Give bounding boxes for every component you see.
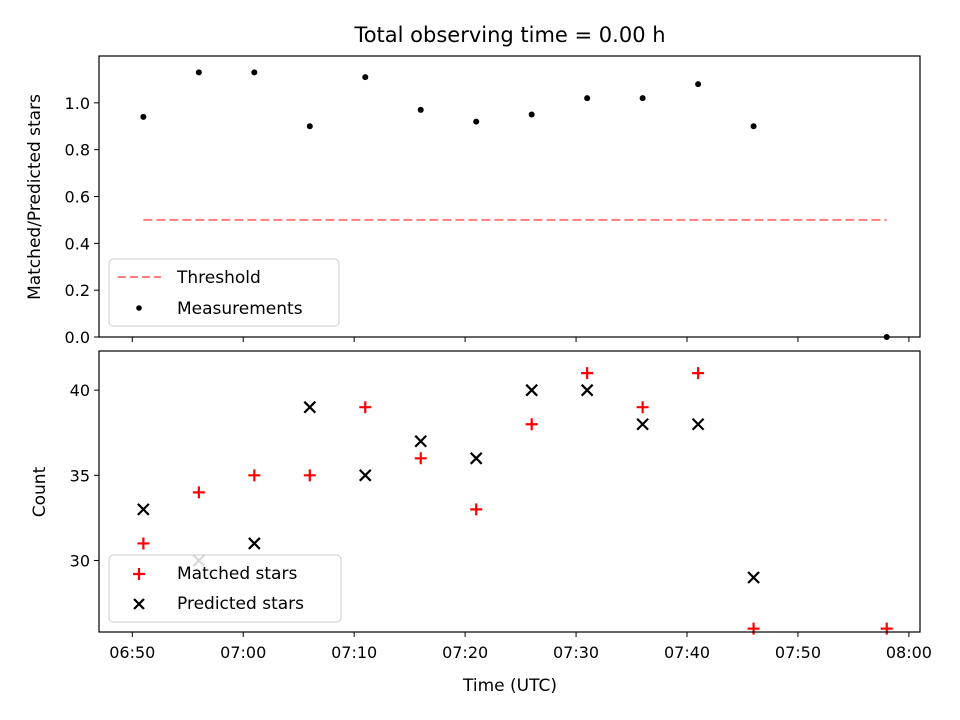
bottom-legend: Matched stars Predicted stars: [108, 554, 342, 623]
measurement-point: [584, 95, 591, 102]
bottom-panel: 30 35 40 06:50 07:00 07:10 07:20 07:30 07:40 07:…: [30, 350, 932, 696]
y-tick-label: 0.8: [65, 141, 90, 160]
predicted-star-point: [525, 383, 538, 397]
matched-star-point: [192, 486, 205, 499]
x-tick-label: 07:00: [220, 643, 266, 662]
matched-star-point: [359, 401, 372, 414]
x-tick-label: 08:00: [886, 643, 932, 662]
predicted-star-point: [137, 503, 150, 516]
measurement-point: [528, 111, 535, 118]
y-tick-label: 0.0: [65, 328, 90, 347]
matched-star-point: [248, 469, 261, 482]
matched-star-point: [137, 537, 150, 550]
predicted-star-point: [691, 417, 705, 431]
bottom-y-ticks: 30 35 40: [70, 381, 99, 570]
x-tick-label: 07:50: [775, 643, 821, 662]
predicted-star-point: [248, 537, 261, 550]
y-tick-label: 35: [70, 466, 90, 485]
matched-star-point: [525, 418, 538, 431]
legend-label-measurements: Measurements: [177, 299, 303, 319]
predicted-star-point: [303, 400, 317, 414]
bottom-legend-box: [108, 554, 342, 623]
x-tick-label: 07:30: [553, 643, 599, 662]
chart-title: Total observing time = 0.00 h: [353, 23, 665, 47]
y-tick-label: 0.2: [65, 281, 90, 300]
measurement-point: [195, 69, 202, 76]
y-tick-label: 40: [70, 381, 90, 400]
matched-star-point: [303, 469, 316, 482]
matched-star-point: [636, 401, 649, 414]
predicted-star-point: [747, 571, 760, 584]
top-marks: [140, 69, 890, 340]
bottom-x-ticks: 06:50 07:00 07:10 07:20 07:30 07:40 07:50 08:00: [109, 632, 932, 662]
x-axis-label: Time (UTC): [462, 676, 557, 696]
top-y-ticks: 0.0 0.2 0.4 0.6 0.8 1.0: [65, 94, 99, 347]
measurement-point: [362, 74, 369, 81]
measurement-point: [750, 123, 757, 130]
matched-star-point: [470, 503, 483, 516]
predicted-star-point: [636, 417, 649, 431]
measurement-point: [639, 95, 646, 102]
legend-label-threshold: Threshold: [176, 268, 261, 288]
measurement-point: [417, 106, 424, 113]
top-axes-frame: [98, 55, 921, 338]
predicted-star-point: [414, 434, 428, 448]
measurement-point: [251, 69, 258, 76]
top-y-axis-label: Matched/Predicted stars: [25, 94, 45, 300]
matched-star-point: [692, 367, 705, 380]
matched-star-point: [880, 622, 893, 635]
x-tick-label: 07:10: [331, 643, 377, 662]
top-legend: Threshold Measurements: [108, 258, 340, 327]
top-x-ticks: [131, 337, 910, 342]
measurements-legend-swatch: [136, 305, 142, 311]
x-tick-label: 07:40: [664, 643, 710, 662]
predicted-star-point: [469, 452, 483, 465]
matched-star-point: [747, 622, 760, 635]
x-tick-label: 06:50: [109, 643, 155, 662]
y-tick-label: 30: [70, 551, 90, 570]
measurement-point: [695, 81, 702, 88]
y-tick-label: 0.6: [65, 188, 90, 207]
measurement-point: [306, 123, 313, 130]
y-tick-label: 0.4: [65, 234, 90, 253]
y-tick-label: 1.0: [65, 94, 90, 113]
predicted-star-point: [580, 383, 594, 397]
matched-star-point: [581, 367, 594, 380]
matched-legend-swatch: [133, 568, 145, 580]
bottom-axes-frame: [98, 350, 921, 633]
predicted-legend-swatch: [133, 598, 145, 610]
measurement-point: [140, 113, 147, 120]
top-legend-box: [108, 258, 340, 327]
legend-label-predicted: Predicted stars: [177, 594, 304, 614]
x-tick-label: 07:20: [442, 643, 488, 662]
legend-label-matched: Matched stars: [177, 564, 297, 584]
predicted-star-point: [358, 469, 372, 482]
measurement-point: [473, 118, 480, 125]
bottom-y-axis-label: Count: [30, 466, 50, 517]
matched-star-point: [414, 452, 427, 465]
top-panel: 0.0 0.2 0.4 0.6 0.8 1.0 Matched/Predicted sta…: [25, 55, 921, 347]
